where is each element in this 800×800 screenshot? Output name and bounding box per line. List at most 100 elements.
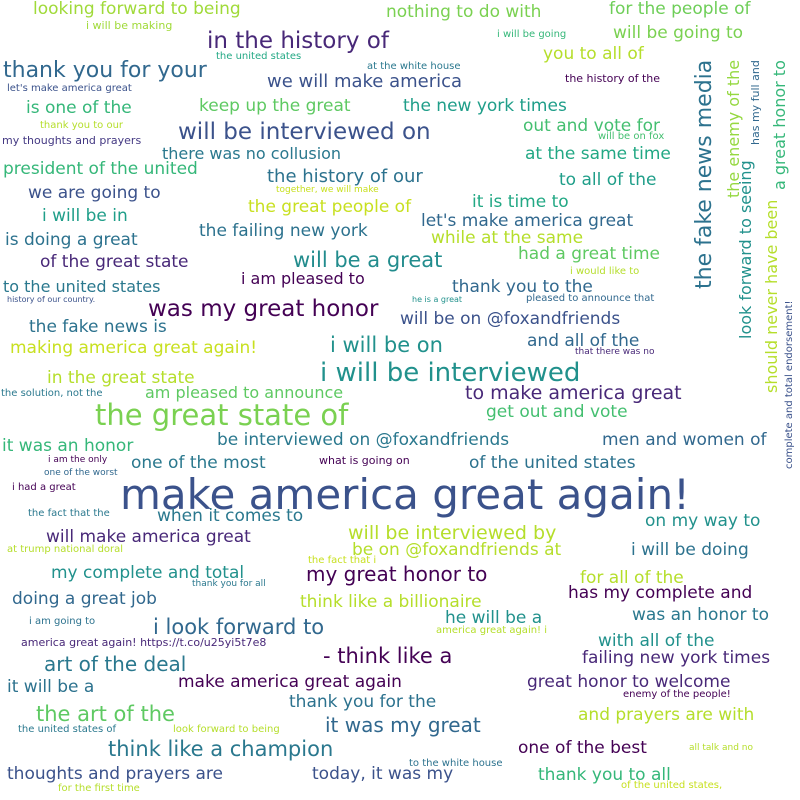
phrase-97: think like a billionaire xyxy=(300,592,482,612)
phrase-32: i will be making xyxy=(86,19,173,32)
phrase-67: the fake news is xyxy=(29,317,167,337)
phrase-30: will be going to xyxy=(613,23,744,43)
phrase-87: on my way to xyxy=(645,511,761,531)
phrase-54: let's make america great xyxy=(421,211,634,231)
phrase-44: my thoughts and prayers xyxy=(2,134,142,147)
phrase-14: art of the deal xyxy=(44,652,187,676)
phrase-113: look forward to being xyxy=(173,724,280,735)
phrase-12: think like a champion xyxy=(108,737,334,761)
phrase-91: be on @foxandfriends at xyxy=(352,540,562,560)
phrase-108: great honor to welcome xyxy=(527,672,731,692)
phrase-109: enemy of the people! xyxy=(623,689,731,700)
phrase-18: to make america great xyxy=(465,382,682,404)
phrase-68: will be on @foxandfriends xyxy=(400,309,621,329)
phrase-16: it was my great xyxy=(325,713,481,737)
phrase-55: the failing new york xyxy=(199,221,368,241)
phrase-106: it will be a xyxy=(7,677,95,697)
phrase-112: the united states of xyxy=(18,724,117,735)
phrase-64: history of our country. xyxy=(7,295,96,304)
phrase-31: you to all of xyxy=(543,44,644,64)
phrase-74: am pleased to announce xyxy=(145,383,344,402)
phrase-62: to the united states xyxy=(3,277,161,296)
phrase-38: keep up the great xyxy=(199,96,351,116)
phrase-80: one of the most xyxy=(131,453,266,473)
phrase-37: let's make america great xyxy=(7,83,132,94)
phrase-79: i am the only xyxy=(48,455,108,465)
phrase-98: has my complete and xyxy=(568,583,753,603)
phrase-84: i had a great xyxy=(12,482,76,493)
phrase-102: america great again! https://t.co/u25yi5… xyxy=(21,636,267,649)
phrase-39: the new york times xyxy=(403,96,567,116)
phrase-103: america great again! i xyxy=(436,625,548,636)
phrase-41: out and vote for xyxy=(523,116,660,136)
phrase-88: will make america great xyxy=(46,527,251,547)
phrase-78: it was an honor xyxy=(2,436,134,456)
phrase-11: - think like a xyxy=(323,644,453,668)
phrase-33: i will be going xyxy=(497,29,567,40)
phrase-43: will be on fox xyxy=(598,131,665,142)
phrase-0: make america great again! xyxy=(120,470,690,519)
phrase-89: at trump national doral xyxy=(7,544,124,555)
phrase-56: is doing a great xyxy=(5,230,138,250)
phrase-63: thank you to the xyxy=(452,277,593,297)
phrase-99: i am going to xyxy=(29,616,96,627)
phrase-73: the solution, not the xyxy=(1,388,103,399)
phrase-96: doing a great job xyxy=(12,589,157,609)
phrase-111: and prayers are with xyxy=(578,705,755,725)
phrase-23: should never have been xyxy=(762,199,781,393)
phrase-85: the fact that the xyxy=(28,508,110,519)
phrase-72: in the great state xyxy=(47,368,195,388)
phrase-69: and all of the xyxy=(527,331,640,351)
phrase-83: one of the worst xyxy=(44,468,118,478)
phrase-49: together, we will make xyxy=(276,185,379,195)
phrase-50: we are going to xyxy=(28,183,161,203)
phrase-58: had a great time xyxy=(518,244,660,264)
phrase-121: of the united states, xyxy=(621,780,723,791)
phrase-24: the enemy of the xyxy=(724,59,743,198)
phrase-45: there was no collusion xyxy=(162,144,342,163)
phrase-90: the fact that i xyxy=(308,555,377,566)
phrase-4: will be interviewed on xyxy=(178,119,431,145)
phrase-53: i will be in xyxy=(42,206,128,226)
phrase-3: was my great honor xyxy=(148,296,379,322)
phrase-46: at the same time xyxy=(525,144,671,164)
phrase-36: the history of the xyxy=(565,72,661,85)
phrase-95: for all of the xyxy=(580,568,684,588)
phrase-115: all talk and no xyxy=(689,743,753,753)
phrase-119: thank you to all xyxy=(538,765,671,785)
phrase-120: for the first time xyxy=(58,783,140,794)
phrase-60: i would like to xyxy=(570,266,640,277)
phrase-66: pleased to announce that xyxy=(526,293,655,304)
phrase-13: the art of the xyxy=(36,702,175,726)
phrase-76: be interviewed on @foxandfriends xyxy=(217,430,510,450)
phrase-8: i will be on xyxy=(330,333,443,357)
phrase-27: looking forward to being xyxy=(33,0,241,19)
phrase-26: complete and total endorsement! xyxy=(784,300,795,469)
phrase-118: to the white house xyxy=(409,758,503,769)
phrase-92: i will be doing xyxy=(631,540,749,560)
phrase-70: making america great again! xyxy=(10,338,258,358)
phrase-107: make america great again xyxy=(178,672,402,692)
phrase-75: get out and vote xyxy=(486,402,628,422)
phrase-71: that there was no xyxy=(575,347,655,357)
phrase-101: was an honor to xyxy=(632,605,769,625)
phrase-105: failing new york times xyxy=(582,648,771,668)
phrase-7: the fake news media xyxy=(692,59,717,289)
phrase-110: thank you for the xyxy=(289,692,437,712)
phrase-40: is one of the xyxy=(26,98,132,118)
phrase-77: men and women of xyxy=(602,430,767,450)
phrase-81: what is going on xyxy=(319,454,410,467)
phrase-117: today, it was my xyxy=(312,764,454,784)
phrase-59: of the great state xyxy=(40,252,189,272)
phrase-104: with all of the xyxy=(598,631,715,651)
phrase-52: it is time to xyxy=(472,192,569,212)
phrase-93: my complete and total xyxy=(51,563,245,583)
phrase-29: for the people of xyxy=(609,0,751,19)
phrase-34: the united states xyxy=(216,51,302,62)
phrase-2: i will be interviewed xyxy=(320,358,581,388)
phrase-21: a great honor to xyxy=(770,60,789,190)
phrase-48: to all of the xyxy=(559,170,657,190)
phrase-100: he will be a xyxy=(445,608,543,628)
phrase-42: thank you to our xyxy=(40,120,124,131)
